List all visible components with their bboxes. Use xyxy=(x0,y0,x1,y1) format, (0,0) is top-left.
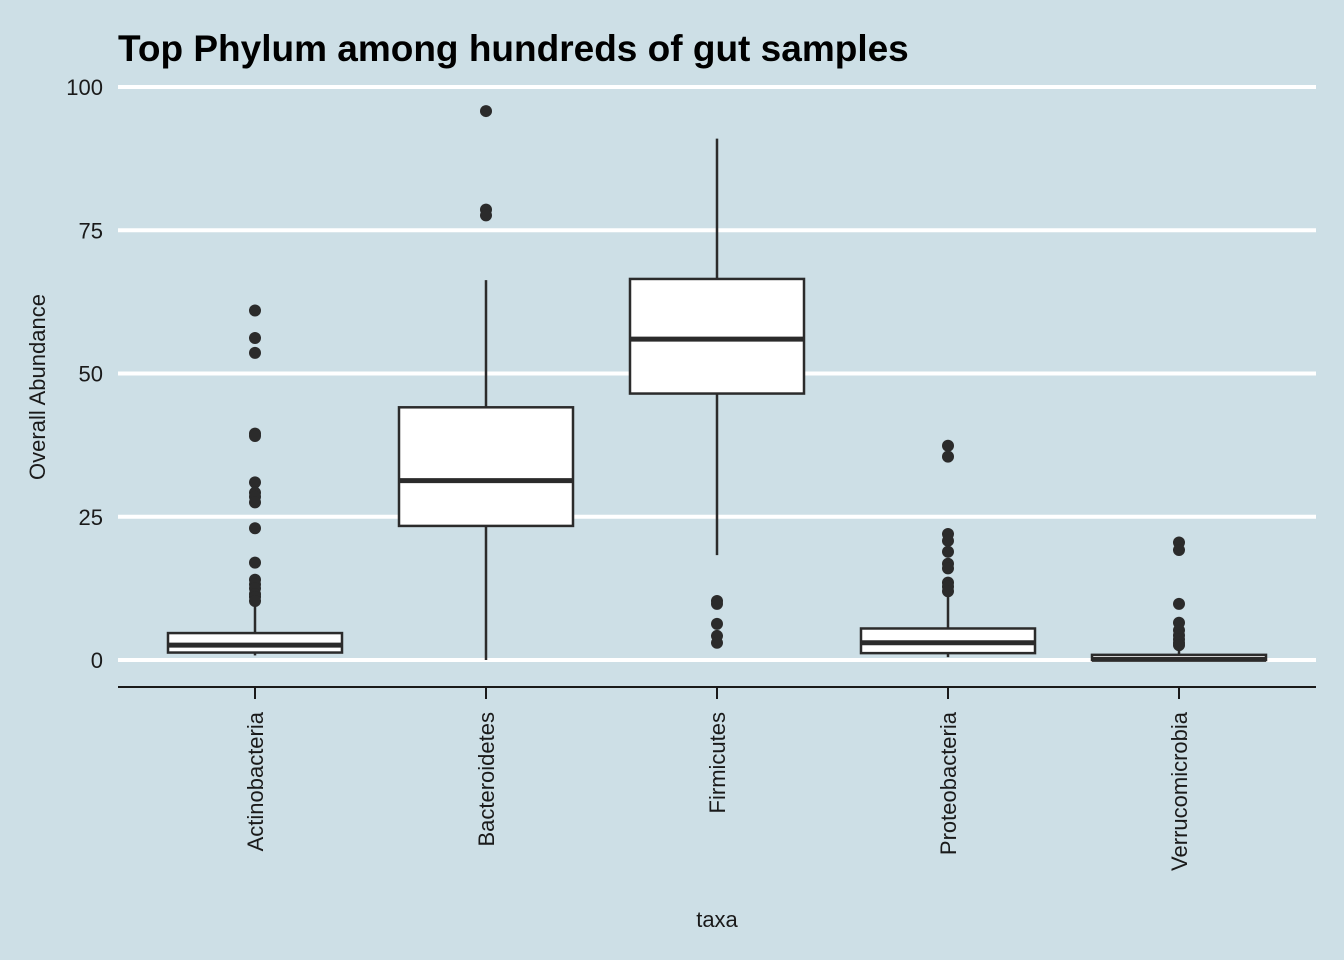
outlier-point xyxy=(942,534,954,547)
outlier-point xyxy=(249,346,261,359)
outlier-point xyxy=(942,585,954,598)
outlier-point xyxy=(480,105,492,118)
x-tick-label: Actinobacteria xyxy=(243,711,268,851)
outlier-point xyxy=(711,597,723,610)
outlier-point xyxy=(249,429,261,442)
box-group-firmicutes xyxy=(628,138,806,649)
y-tick-label: 25 xyxy=(79,505,103,530)
y-tick-label: 75 xyxy=(79,218,103,243)
outlier-point xyxy=(249,331,261,344)
outlier-point xyxy=(249,594,261,607)
box-group-verrucomicrobia xyxy=(1090,536,1268,662)
x-tick-label: Proteobacteria xyxy=(936,711,961,855)
outlier-point xyxy=(249,304,261,317)
x-axis xyxy=(118,686,1316,699)
y-tick-label: 0 xyxy=(91,648,103,673)
chart-title: Top Phylum among hundreds of gut samples xyxy=(118,28,909,69)
box-iqr xyxy=(628,277,806,395)
y-tick-label: 50 xyxy=(79,362,103,387)
x-tick-label: Bacteroidetes xyxy=(474,712,499,847)
box-group-proteobacteria xyxy=(859,439,1037,658)
outlier-point xyxy=(942,545,954,558)
box-layer xyxy=(166,105,1268,662)
outlier-point xyxy=(249,496,261,509)
y-tick-labels: 0 25 50 75 100 xyxy=(66,75,103,673)
outlier-point xyxy=(249,476,261,489)
x-axis-title: taxa xyxy=(696,907,738,932)
outlier-point xyxy=(942,439,954,452)
outlier-point xyxy=(711,636,723,649)
outlier-point xyxy=(942,450,954,463)
x-tick-labels: Actinobacteria Bacteroidetes Firmicutes Pro… xyxy=(243,711,1192,871)
outlier-point xyxy=(1173,639,1185,652)
outlier-point xyxy=(480,209,492,222)
x-tick-label: Verrucomicrobia xyxy=(1167,711,1192,871)
outlier-point xyxy=(1173,543,1185,556)
x-tick-label: Firmicutes xyxy=(705,712,730,813)
outlier-point xyxy=(711,617,723,630)
outlier-point xyxy=(942,562,954,575)
box-group-actinobacteria xyxy=(166,304,344,656)
box-group-bacteroidetes xyxy=(397,105,575,660)
outlier-point xyxy=(249,556,261,569)
outlier-point xyxy=(1173,597,1185,610)
y-axis-title: Overall Abundance xyxy=(25,294,50,480)
box-iqr xyxy=(397,406,575,528)
y-tick-label: 100 xyxy=(66,75,103,100)
outlier-point xyxy=(249,522,261,535)
